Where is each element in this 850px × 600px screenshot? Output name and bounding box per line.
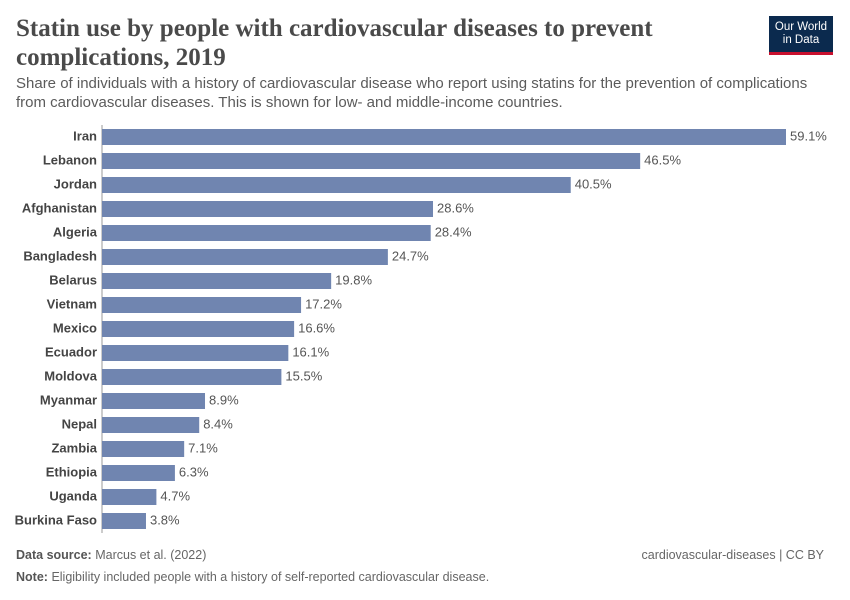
chart-subtitle: Share of individuals with a history of c… — [16, 75, 808, 111]
value-label: 28.6% — [437, 200, 474, 215]
bar — [102, 369, 282, 385]
value-label: 16.1% — [292, 344, 329, 359]
value-label: 6.3% — [179, 464, 209, 479]
category-label: Vietnam — [47, 296, 97, 311]
category-label: Uganda — [49, 488, 97, 503]
value-label: 19.8% — [335, 272, 372, 287]
note-label: Note: — [16, 570, 48, 584]
category-label: Burkina Faso — [15, 512, 97, 527]
bar — [102, 177, 571, 193]
note-text: Eligibility included people with a histo… — [51, 570, 490, 584]
logo-line: in Data — [782, 34, 820, 46]
bar — [102, 393, 206, 409]
category-label: Afghanistan — [22, 200, 97, 215]
source-text: Marcus et al. (2022) — [95, 548, 207, 562]
category-label: Algeria — [53, 224, 98, 239]
value-label: 8.9% — [209, 392, 239, 407]
bar — [102, 249, 388, 265]
category-label: Myanmar — [40, 392, 97, 407]
category-label: Nepal — [62, 416, 97, 431]
bar — [102, 297, 302, 313]
bar — [102, 201, 434, 217]
bar — [102, 513, 146, 529]
source-label: Data source: — [16, 548, 92, 562]
category-label: Belarus — [49, 272, 97, 287]
category-label: Iran — [73, 128, 97, 143]
value-label: 4.7% — [160, 488, 190, 503]
category-label: Ethiopia — [46, 464, 98, 479]
bar — [102, 129, 786, 145]
bar — [102, 465, 175, 481]
value-label: 24.7% — [392, 248, 429, 263]
value-label: 16.6% — [298, 320, 335, 335]
bar — [102, 225, 431, 241]
value-label: 3.8% — [150, 512, 180, 527]
bar — [102, 273, 332, 289]
value-label: 15.5% — [285, 368, 322, 383]
bar — [102, 153, 641, 169]
category-label: Zambia — [51, 440, 97, 455]
bar — [102, 441, 185, 457]
credit[interactable]: cardiovascular-diseases | CC BY — [641, 548, 824, 562]
category-label: Mexico — [53, 320, 97, 335]
logo-line: Our World — [774, 21, 828, 33]
note: Note: Eligibility included people with a… — [16, 570, 489, 584]
logo[interactable]: Our World in Data — [769, 16, 833, 55]
bar — [102, 489, 157, 505]
value-label: 8.4% — [203, 416, 233, 431]
value-label: 17.2% — [305, 296, 342, 311]
value-label: 28.4% — [435, 224, 472, 239]
source: Data source: Marcus et al. (2022) — [16, 548, 206, 562]
value-label: 7.1% — [188, 440, 218, 455]
category-label: Ecuador — [45, 344, 97, 359]
value-label: 59.1% — [790, 128, 827, 143]
bar — [102, 321, 295, 337]
value-label: 46.5% — [644, 152, 681, 167]
category-label: Lebanon — [43, 152, 97, 167]
bar — [102, 345, 289, 361]
chart-title: Statin use by people with cardiovascular… — [16, 15, 653, 71]
bar — [102, 417, 200, 433]
category-label: Bangladesh — [23, 248, 97, 263]
category-label: Moldova — [44, 368, 97, 383]
value-label: 40.5% — [575, 176, 612, 191]
category-label: Jordan — [54, 176, 97, 191]
